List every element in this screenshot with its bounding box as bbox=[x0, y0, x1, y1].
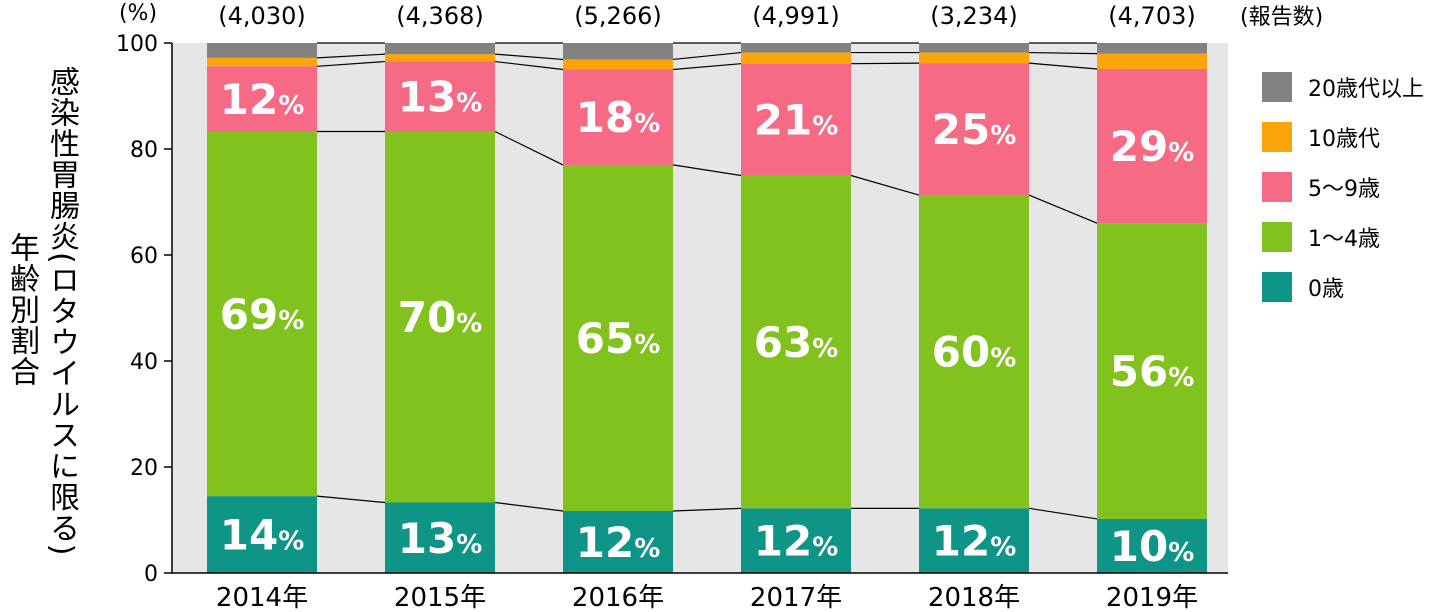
x-tick-label-3: 2017年 bbox=[750, 583, 842, 612]
legend-swatch-0 bbox=[1262, 72, 1292, 102]
bar-segment-0-1 bbox=[385, 502, 495, 573]
y-axis-unit: (%) bbox=[119, 1, 157, 26]
bar-segment-2-0 bbox=[207, 66, 317, 132]
connector-line-1-1 bbox=[494, 130, 564, 166]
connector-line-0-4 bbox=[1028, 507, 1098, 520]
report-count-5: (4,703) bbox=[1108, 2, 1195, 30]
bar-segment-0-3 bbox=[741, 508, 851, 573]
bar-segment-4-1 bbox=[385, 43, 495, 55]
x-tick-label-2: 2016年 bbox=[572, 583, 664, 612]
bar-label-2-1: 13% bbox=[398, 73, 483, 122]
bar-label-2-3: 21% bbox=[754, 96, 839, 145]
connector-line-3-2 bbox=[672, 51, 742, 61]
bar-label-1-0: 69% bbox=[220, 290, 305, 339]
y-axis-label-disease: 感染性胃腸炎(ロタウイルスに限る) bbox=[44, 66, 79, 557]
report-count-4: (3,234) bbox=[930, 2, 1017, 30]
bar-label-2-2: 18% bbox=[576, 93, 661, 142]
connector-line-0-2 bbox=[672, 507, 742, 512]
bar-label-2-5: 29% bbox=[1110, 122, 1195, 171]
legend-swatch-2 bbox=[1262, 172, 1292, 202]
plot-background bbox=[172, 43, 1228, 573]
bar-segment-1-3 bbox=[741, 175, 851, 509]
bar-label-0-4: 12% bbox=[932, 517, 1017, 566]
bar-segment-1-2 bbox=[563, 164, 673, 511]
y-tick-label-0: 0 bbox=[144, 562, 158, 587]
bar-segment-2-3 bbox=[741, 63, 851, 176]
connector-line-2-3 bbox=[850, 62, 920, 65]
bar-label-1-3: 63% bbox=[754, 318, 839, 367]
bar-segment-1-5 bbox=[1097, 223, 1207, 519]
legend-label-3: 1〜4歳 bbox=[1308, 227, 1380, 252]
y-axis-label-ratio: 年齢別割合 bbox=[4, 232, 39, 387]
legend-swatch-4 bbox=[1262, 272, 1292, 302]
bar-segment-3-5 bbox=[1097, 53, 1207, 69]
bar-segment-0-0 bbox=[207, 496, 317, 573]
bar-segment-0-2 bbox=[563, 510, 673, 573]
connector-line-2-1 bbox=[494, 60, 564, 71]
bar-label-0-0: 14% bbox=[220, 511, 305, 560]
bar-label-1-2: 65% bbox=[576, 314, 661, 363]
bar-segment-4-0 bbox=[207, 43, 317, 58]
bar-label-0-5: 10% bbox=[1110, 522, 1195, 571]
connector-line-2-0 bbox=[316, 60, 386, 67]
bar-segment-1-0 bbox=[207, 131, 317, 497]
legend-label-0: 20歳代以上 bbox=[1308, 77, 1424, 102]
x-tick-label-1: 2015年 bbox=[394, 583, 486, 612]
bar-segment-2-5 bbox=[1097, 68, 1207, 224]
report-count-label: (報告数) bbox=[1240, 5, 1323, 30]
bar-segment-3-1 bbox=[385, 54, 495, 62]
bar-label-2-4: 25% bbox=[932, 105, 1017, 154]
bar-label-1-1: 70% bbox=[398, 293, 483, 342]
connector-line-0-0 bbox=[316, 495, 386, 504]
y-tick-label-5: 100 bbox=[116, 32, 158, 57]
bar-segment-3-2 bbox=[563, 59, 673, 70]
bar-segment-0-4 bbox=[919, 508, 1029, 573]
bar-label-0-1: 13% bbox=[398, 514, 483, 563]
report-count-3: (4,991) bbox=[752, 2, 839, 30]
bar-segment-2-4 bbox=[919, 63, 1029, 196]
bar-segment-4-2 bbox=[563, 43, 673, 60]
x-tick-label-4: 2018年 bbox=[928, 583, 1020, 612]
report-count-0: (4,030) bbox=[218, 2, 305, 30]
connector-line-3-1 bbox=[494, 53, 564, 61]
connector-line-3-0 bbox=[316, 53, 386, 59]
bar-label-0-2: 12% bbox=[576, 518, 661, 567]
bar-segment-2-2 bbox=[563, 69, 673, 165]
bar-segment-1-1 bbox=[385, 131, 495, 503]
bar-segment-3-3 bbox=[741, 52, 851, 64]
x-tick-label-0: 2014年 bbox=[216, 583, 308, 612]
connector-line-1-2 bbox=[672, 164, 742, 177]
y-tick-label-3: 60 bbox=[130, 244, 158, 269]
bar-label-1-4: 60% bbox=[932, 328, 1017, 377]
legend-swatch-3 bbox=[1262, 222, 1292, 252]
connector-line-1-4 bbox=[1028, 194, 1098, 224]
bar-segment-0-5 bbox=[1097, 518, 1207, 573]
connector-line-0-1 bbox=[494, 501, 564, 512]
report-count-1: (4,368) bbox=[396, 2, 483, 30]
bar-segment-4-5 bbox=[1097, 43, 1207, 54]
connector-line-3-4 bbox=[1028, 51, 1098, 55]
legend-label-4: 0歳 bbox=[1308, 277, 1344, 302]
bar-label-0-3: 12% bbox=[754, 517, 839, 566]
bar-segment-3-4 bbox=[919, 52, 1029, 64]
bar-segment-2-1 bbox=[385, 61, 495, 132]
connector-line-1-3 bbox=[850, 174, 920, 196]
legend-label-2: 5〜9歳 bbox=[1308, 177, 1380, 202]
bar-label-2-0: 12% bbox=[220, 75, 305, 124]
bar-segment-1-4 bbox=[919, 195, 1029, 509]
legend-swatch-1 bbox=[1262, 122, 1292, 152]
y-tick-label-1: 20 bbox=[130, 456, 158, 481]
y-tick-label-2: 40 bbox=[130, 350, 158, 375]
x-tick-label-5: 2019年 bbox=[1106, 583, 1198, 612]
bar-segment-4-4 bbox=[919, 43, 1029, 53]
connector-line-2-2 bbox=[672, 63, 742, 71]
bar-segment-3-0 bbox=[207, 57, 317, 67]
connector-line-2-4 bbox=[1028, 62, 1098, 70]
y-tick-label-4: 80 bbox=[130, 138, 158, 163]
legend-label-1: 10歳代 bbox=[1308, 127, 1380, 152]
bar-segment-4-3 bbox=[741, 43, 851, 53]
bar-label-1-5: 56% bbox=[1110, 347, 1195, 396]
report-count-2: (5,266) bbox=[574, 2, 661, 30]
